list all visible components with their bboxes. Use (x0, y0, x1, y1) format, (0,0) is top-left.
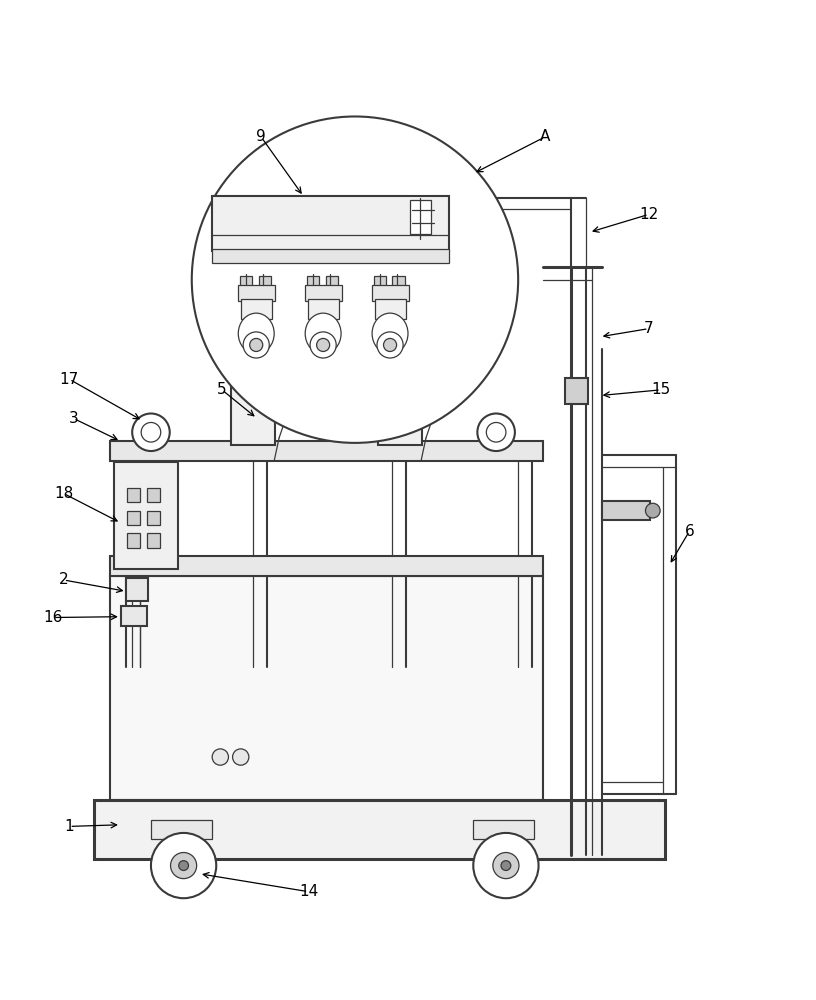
Circle shape (212, 749, 228, 765)
Bar (127, 511, 140, 525)
Ellipse shape (238, 313, 274, 354)
Bar (212, 196, 449, 251)
Bar (110, 441, 543, 461)
Text: 18: 18 (54, 486, 73, 501)
Bar (114, 462, 178, 569)
Bar (305, 285, 342, 301)
Text: 14: 14 (299, 884, 318, 899)
Bar (410, 200, 431, 234)
Bar (388, 355, 412, 369)
Text: 2: 2 (59, 572, 69, 587)
Bar (307, 276, 319, 288)
Bar (94, 800, 665, 859)
Circle shape (237, 332, 269, 365)
Bar (374, 276, 386, 288)
Circle shape (171, 853, 197, 879)
Bar (147, 488, 160, 502)
Text: A: A (540, 129, 550, 144)
Text: 15: 15 (651, 382, 671, 397)
Text: 9: 9 (256, 129, 266, 144)
Bar (151, 820, 212, 839)
Ellipse shape (372, 313, 408, 354)
Circle shape (310, 332, 336, 358)
Circle shape (384, 332, 416, 365)
Bar (147, 533, 160, 548)
Bar (473, 820, 534, 839)
Circle shape (377, 332, 403, 358)
Circle shape (473, 833, 539, 898)
Bar (121, 606, 147, 626)
Circle shape (243, 332, 269, 358)
Bar (308, 299, 339, 319)
Text: 6: 6 (685, 524, 694, 539)
Text: 5: 5 (217, 382, 227, 397)
Bar (259, 276, 271, 288)
Text: 12: 12 (639, 207, 659, 222)
Bar (110, 556, 543, 576)
Bar (241, 355, 265, 369)
Circle shape (477, 414, 515, 451)
Text: 1: 1 (64, 819, 74, 834)
Bar (212, 249, 449, 263)
Bar (392, 276, 405, 288)
Circle shape (192, 116, 518, 443)
Circle shape (501, 861, 511, 870)
Text: 16: 16 (43, 610, 63, 625)
Circle shape (151, 833, 216, 898)
Circle shape (493, 853, 519, 879)
Bar (231, 369, 275, 445)
Bar (241, 299, 272, 319)
Circle shape (317, 338, 330, 351)
Bar (378, 369, 422, 445)
Circle shape (250, 338, 263, 351)
Text: 17: 17 (60, 372, 79, 387)
Bar (602, 501, 650, 520)
Bar (126, 578, 148, 601)
Bar (372, 285, 409, 301)
Ellipse shape (305, 313, 341, 354)
Bar (240, 276, 252, 288)
Text: 7: 7 (644, 321, 654, 336)
Bar (565, 378, 588, 404)
Text: 3: 3 (69, 411, 78, 426)
Circle shape (179, 861, 188, 870)
Bar (110, 576, 543, 800)
Bar (238, 285, 275, 301)
Circle shape (384, 338, 397, 351)
Circle shape (645, 503, 660, 518)
Bar (127, 533, 140, 548)
Circle shape (233, 749, 249, 765)
Bar (375, 299, 406, 319)
Circle shape (132, 414, 170, 451)
Bar (326, 276, 338, 288)
Bar (147, 511, 160, 525)
Bar (127, 488, 140, 502)
